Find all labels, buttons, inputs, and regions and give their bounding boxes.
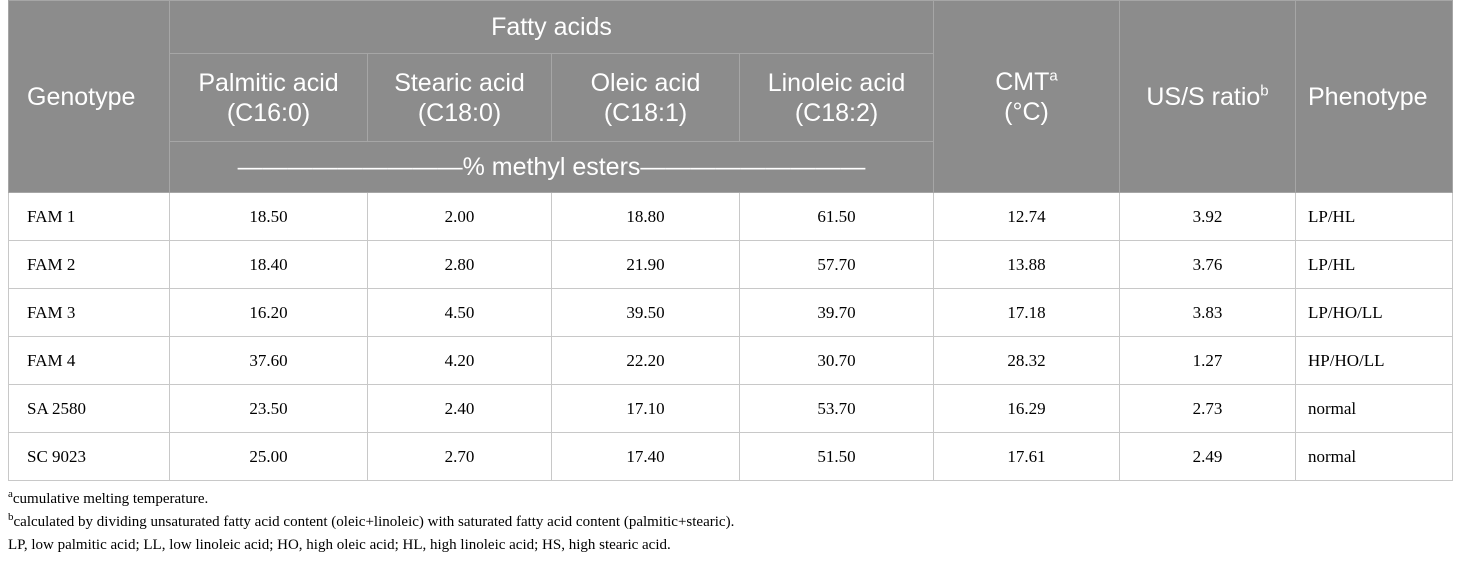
footnote-b: bcalculated by dividing unsaturated fatt… bbox=[8, 511, 734, 534]
cell-genotype: FAM 3 bbox=[8, 288, 170, 337]
header-palmitic-acid: Palmitic acid (C16:0) bbox=[169, 53, 368, 142]
cell-palmitic: 18.50 bbox=[169, 192, 368, 241]
cell-cmt: 12.74 bbox=[933, 192, 1120, 241]
cell-stearic: 2.40 bbox=[367, 384, 552, 433]
footnote-abbreviations: LP, low palmitic acid; LL, low linoleic … bbox=[8, 537, 671, 553]
cell-phenotype: normal bbox=[1295, 432, 1453, 481]
cell-genotype: FAM 2 bbox=[8, 240, 170, 289]
table-row: FAM 1 18.50 2.00 18.80 61.50 12.74 3.92 LP/HL bbox=[8, 192, 1453, 241]
cell-genotype: SC 9023 bbox=[8, 432, 170, 481]
header-stearic-acid: Stearic acid (C18:0) bbox=[367, 53, 552, 142]
cell-linoleic: 39.70 bbox=[739, 288, 934, 337]
header-linoleic-name: Linoleic acid bbox=[767, 68, 906, 97]
cell-palmitic: 37.60 bbox=[169, 336, 368, 385]
cell-us-s-ratio: 2.73 bbox=[1119, 384, 1296, 433]
cell-genotype: FAM 4 bbox=[8, 336, 170, 385]
cell-phenotype: LP/HL bbox=[1295, 192, 1453, 241]
header-phenotype: Phenotype bbox=[1295, 0, 1453, 193]
header-linoleic-acid: Linoleic acid (C18:2) bbox=[739, 53, 934, 142]
footnote-a-text: cumulative melting temperature. bbox=[12, 491, 209, 507]
footnotes: acumulative melting temperature. bcalcul… bbox=[8, 488, 734, 557]
header-stearic-formula: (C18:0) bbox=[417, 98, 502, 127]
header-palmitic-formula: (C16:0) bbox=[226, 98, 311, 127]
header-fatty-acids-group: Fatty acids bbox=[169, 0, 934, 54]
cell-oleic: 21.90 bbox=[551, 240, 740, 289]
table-row: FAM 2 18.40 2.80 21.90 57.70 13.88 3.76 LP/HL bbox=[8, 240, 1453, 289]
footnote-a-mark: a bbox=[8, 488, 13, 500]
header-oleic-name: Oleic acid bbox=[590, 68, 701, 97]
table-row: FAM 3 16.20 4.50 39.50 39.70 17.18 3.83 LP/HO/L… bbox=[8, 288, 1453, 337]
cell-us-s-ratio: 3.76 bbox=[1119, 240, 1296, 289]
cell-stearic: 2.00 bbox=[367, 192, 552, 241]
footnote-b-text: calculated by dividing unsaturated fatty… bbox=[13, 514, 735, 530]
cell-cmt: 17.18 bbox=[933, 288, 1120, 337]
cell-us-s-ratio: 3.92 bbox=[1119, 192, 1296, 241]
header-cmt-footnote-mark: a bbox=[1049, 67, 1058, 85]
table-row: FAM 4 37.60 4.20 22.20 30.70 28.32 1.27 HP/HO/L… bbox=[8, 336, 1453, 385]
cell-oleic: 17.10 bbox=[551, 384, 740, 433]
cell-stearic: 2.70 bbox=[367, 432, 552, 481]
cell-palmitic: 25.00 bbox=[169, 432, 368, 481]
cell-stearic: 2.80 bbox=[367, 240, 552, 289]
header-cmt-unit: (°C) bbox=[1004, 97, 1049, 126]
cell-phenotype: normal bbox=[1295, 384, 1453, 433]
cell-genotype: SA 2580 bbox=[8, 384, 170, 433]
cell-palmitic: 23.50 bbox=[169, 384, 368, 433]
cell-oleic: 22.20 bbox=[551, 336, 740, 385]
header-genotype: Genotype bbox=[8, 0, 170, 193]
header-ratio-footnote-mark: b bbox=[1260, 82, 1269, 100]
header-cmt: CMTa (°C) bbox=[933, 0, 1120, 193]
cell-palmitic: 18.40 bbox=[169, 240, 368, 289]
cell-linoleic: 53.70 bbox=[739, 384, 934, 433]
cell-cmt: 13.88 bbox=[933, 240, 1120, 289]
cell-oleic: 39.50 bbox=[551, 288, 740, 337]
cell-linoleic: 30.70 bbox=[739, 336, 934, 385]
table-body: FAM 1 18.50 2.00 18.80 61.50 12.74 3.92 LP/HL FA… bbox=[8, 192, 1453, 481]
cell-oleic: 17.40 bbox=[551, 432, 740, 481]
header-linoleic-formula: (C18:2) bbox=[794, 98, 879, 127]
header-ratio-label: US/S ratio bbox=[1146, 82, 1261, 111]
cell-phenotype: LP/HL bbox=[1295, 240, 1453, 289]
footnote-b-mark: b bbox=[8, 511, 14, 523]
cell-stearic: 4.50 bbox=[367, 288, 552, 337]
cell-us-s-ratio: 2.49 bbox=[1119, 432, 1296, 481]
header-stearic-name: Stearic acid bbox=[394, 68, 525, 97]
cell-linoleic: 57.70 bbox=[739, 240, 934, 289]
cell-cmt: 17.61 bbox=[933, 432, 1120, 481]
table-row: SA 2580 23.50 2.40 17.10 53.70 16.29 2.73 norma… bbox=[8, 384, 1453, 433]
cell-us-s-ratio: 1.27 bbox=[1119, 336, 1296, 385]
cell-phenotype: HP/HO/LL bbox=[1295, 336, 1453, 385]
cell-cmt: 16.29 bbox=[933, 384, 1120, 433]
header-palmitic-name: Palmitic acid bbox=[198, 68, 339, 97]
header-units-methyl-esters: —————————% methyl esters————————— bbox=[169, 141, 934, 193]
footnote-a: acumulative melting temperature. bbox=[8, 488, 734, 511]
header-us-s-ratio: US/S ratiob bbox=[1119, 0, 1296, 193]
cell-genotype: FAM 1 bbox=[8, 192, 170, 241]
table-row: SC 9023 25.00 2.70 17.40 51.50 17.61 2.49 norma… bbox=[8, 432, 1453, 481]
cell-linoleic: 51.50 bbox=[739, 432, 934, 481]
header-cmt-label: CMT bbox=[995, 67, 1050, 96]
cell-phenotype: LP/HO/LL bbox=[1295, 288, 1453, 337]
cell-us-s-ratio: 3.83 bbox=[1119, 288, 1296, 337]
header-oleic-acid: Oleic acid (C18:1) bbox=[551, 53, 740, 142]
header-oleic-formula: (C18:1) bbox=[603, 98, 688, 127]
cell-cmt: 28.32 bbox=[933, 336, 1120, 385]
cell-oleic: 18.80 bbox=[551, 192, 740, 241]
cell-palmitic: 16.20 bbox=[169, 288, 368, 337]
cell-linoleic: 61.50 bbox=[739, 192, 934, 241]
fatty-acid-table: Genotype Fatty acids CMTa (°C) US/S rati… bbox=[8, 0, 1453, 481]
cell-stearic: 4.20 bbox=[367, 336, 552, 385]
